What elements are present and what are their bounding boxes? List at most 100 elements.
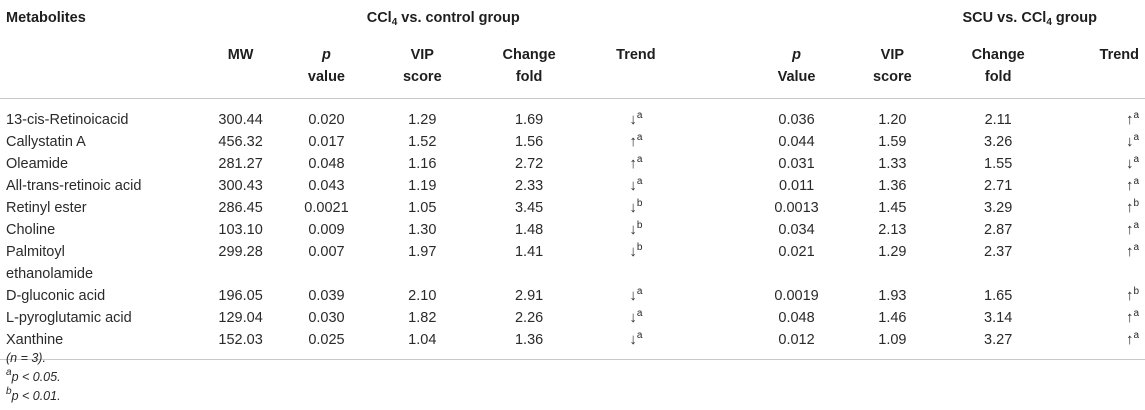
cell-p-value-1: 0.030 (308, 310, 345, 326)
footnote-n: (n = 3). (6, 351, 46, 365)
cell-trend-2: ↑a (1125, 110, 1139, 129)
header-p-value-2: p Value (777, 47, 816, 85)
cell-vip-score-1: 1.82 (408, 310, 437, 326)
cell-vip-score-2: 1.09 (878, 332, 907, 348)
cell-p-value-1: 0.048 (308, 156, 345, 172)
cell-change-fold-2: 2.37 (984, 244, 1013, 260)
cell-vip-score-1: 1.19 (408, 178, 437, 194)
cell-trend-1: ↓b (629, 220, 643, 239)
cell-trend-1: ↓b (629, 198, 643, 217)
cell-trend-1: ↓b (629, 242, 643, 261)
cell-vip-score-2: 1.20 (878, 112, 907, 128)
cell-change-fold-2: 2.87 (984, 222, 1013, 238)
cell-vip-score-2: 1.93 (878, 288, 907, 304)
cell-vip-score-2: 1.36 (878, 178, 907, 194)
cell-trend-2: ↑b (1125, 286, 1139, 305)
cell-p-value-1: 0.017 (308, 134, 345, 150)
footnote-a: ap < 0.05. (6, 367, 61, 385)
cell-change-fold-2: 3.29 (984, 200, 1013, 216)
cell-change-fold-2: 3.14 (984, 310, 1013, 326)
cell-trend-2: ↑b (1125, 198, 1139, 217)
header-row-groups: Metabolites CCl4 vs. control group SCU v… (0, 0, 1145, 42)
table-row: Palmitoyl ethanolamide 299.28 0.007 1.97 1.41… (0, 241, 1145, 285)
cell-p-value-1: 0.009 (308, 222, 345, 238)
cell-vip-score-1: 1.04 (408, 332, 437, 348)
cell-p-value-2: 0.048 (778, 310, 815, 326)
cell-p-value-1: 0.007 (308, 244, 345, 260)
cell-p-value-1: 0.039 (308, 288, 345, 304)
cell-trend-2: ↑a (1125, 220, 1139, 239)
cell-vip-score-1: 1.05 (408, 200, 437, 216)
table-row: Oleamide 281.27 0.048 1.16 2.72 ↑a 0.031 1.33 1.… (0, 153, 1145, 175)
cell-trend-2: ↓a (1125, 154, 1139, 173)
cell-mw: 129.04 (218, 310, 263, 326)
cell-vip-score-1: 1.52 (408, 134, 437, 150)
cell-trend-2: ↓a (1125, 132, 1139, 151)
header-group-scu-vs-ccl4: SCU vs. CCl4 group (962, 10, 1097, 28)
cell-mw: 281.27 (218, 156, 263, 172)
cell-p-value-2: 0.0019 (774, 288, 819, 304)
cell-p-value-2: 0.044 (778, 134, 815, 150)
table-row: D-gluconic acid 196.05 0.039 2.10 2.91 ↓a 0.00… (0, 285, 1145, 307)
cell-mw: 196.05 (218, 288, 263, 304)
cell-vip-score-2: 1.46 (878, 310, 907, 326)
cell-change-fold-1: 2.72 (514, 156, 544, 172)
cell-metabolite-name: Oleamide (6, 156, 69, 172)
header-change-fold-2: Change fold (971, 47, 1025, 85)
cell-change-fold-1: 2.26 (514, 310, 544, 326)
cell-change-fold-2: 1.65 (984, 288, 1013, 304)
cell-mw: 152.03 (218, 332, 263, 348)
cell-vip-score-1: 1.97 (408, 244, 437, 260)
table-row: 13-cis-Retinoicacid 300.44 0.020 1.29 1.69 ↓a… (0, 99, 1145, 132)
header-metabolites: Metabolites (6, 10, 86, 26)
table-row: Retinyl ester 286.45 0.0021 1.05 3.45 ↓b 0.001… (0, 197, 1145, 219)
cell-vip-score-1: 1.29 (408, 112, 437, 128)
cell-metabolite-name: Xanthine (6, 332, 64, 348)
cell-trend-1: ↓a (629, 176, 643, 195)
header-change-fold-1: Change fold (502, 47, 556, 85)
cell-p-value-2: 0.0013 (774, 200, 819, 216)
cell-metabolite-name: 13-cis-Retinoicacid (6, 112, 129, 128)
header-vip-score-1: VIP score (402, 47, 442, 85)
cell-vip-score-1: 1.30 (408, 222, 437, 238)
header-vip-score-2: VIP score (873, 47, 912, 85)
cell-vip-score-2: 1.33 (878, 156, 907, 172)
cell-metabolite-name: Retinyl ester (6, 200, 87, 216)
cell-p-value-2: 0.012 (778, 332, 815, 348)
table-row: Xanthine 152.03 0.025 1.04 1.36 ↓a 0.012 1.09 3.… (0, 329, 1145, 360)
cell-trend-2: ↑a (1125, 176, 1139, 195)
header-row-columns: MW p value VIP score Change fold Trend p Val… (0, 42, 1145, 99)
table-row: Callystatin A 456.32 0.017 1.52 1.56 ↑a 0.044 1… (0, 131, 1145, 153)
cell-metabolite-name: All-trans-retinoic acid (6, 178, 142, 194)
cell-vip-score-2: 1.29 (878, 244, 907, 260)
cell-change-fold-2: 3.27 (984, 332, 1013, 348)
cell-mw: 299.28 (218, 244, 263, 260)
header-p-value-1: p value (307, 47, 346, 85)
footnote-b: bp < 0.01. (6, 386, 61, 404)
cell-trend-2: ↑a (1125, 308, 1139, 327)
table-row: L-pyroglutamic acid 129.04 0.030 1.82 2.26 ↓a… (0, 307, 1145, 329)
cell-vip-score-2: 1.45 (878, 200, 907, 216)
cell-metabolite-name: Palmitoyl ethanolamide (6, 244, 94, 282)
cell-change-fold-1: 2.33 (514, 178, 544, 194)
cell-p-value-1: 0.043 (308, 178, 345, 194)
cell-mw: 456.32 (218, 134, 263, 150)
cell-metabolite-name: Callystatin A (6, 134, 86, 150)
cell-p-value-1: 0.020 (308, 112, 345, 128)
cell-vip-score-2: 1.59 (878, 134, 907, 150)
cell-change-fold-2: 1.55 (984, 156, 1013, 172)
cell-change-fold-2: 2.71 (984, 178, 1013, 194)
cell-change-fold-1: 3.45 (514, 200, 544, 216)
cell-change-fold-2: 2.11 (984, 112, 1012, 128)
header-trend-1: Trend (616, 47, 656, 63)
table-row: All-trans-retinoic acid 300.43 0.043 1.19 2.… (0, 175, 1145, 197)
cell-vip-score-1: 1.16 (408, 156, 437, 172)
header-mw: MW (227, 47, 254, 63)
cell-trend-1: ↑a (629, 132, 643, 151)
cell-change-fold-1: 1.69 (514, 112, 544, 128)
table-row: Choline 103.10 0.009 1.30 1.48 ↓b 0.034 2.13 2.8… (0, 219, 1145, 241)
cell-p-value-1: 0.025 (308, 332, 345, 348)
cell-p-value-2: 0.031 (778, 156, 815, 172)
cell-p-value-1: 0.0021 (304, 200, 349, 216)
